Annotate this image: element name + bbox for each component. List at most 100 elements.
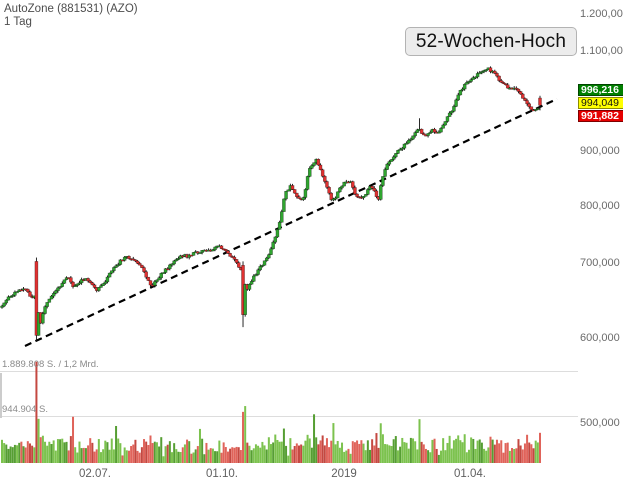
candle-up bbox=[366, 189, 370, 195]
volume-bar bbox=[358, 443, 361, 463]
candle-down bbox=[140, 264, 144, 268]
candle-up bbox=[118, 259, 123, 265]
candle-up bbox=[45, 302, 49, 307]
candle-up bbox=[381, 176, 385, 186]
volume-bar bbox=[119, 443, 122, 463]
volume-bar bbox=[401, 437, 404, 463]
volume-bar bbox=[403, 442, 406, 463]
volume-bar bbox=[216, 451, 219, 463]
volume-bar bbox=[343, 451, 346, 463]
candle-up bbox=[333, 197, 338, 200]
volume-bar bbox=[162, 456, 165, 463]
volume-bar bbox=[5, 444, 8, 463]
candle-up bbox=[213, 246, 217, 251]
volume-bar bbox=[149, 435, 152, 463]
candle-down bbox=[323, 175, 327, 182]
volume-bar bbox=[183, 444, 186, 463]
candle-up bbox=[157, 277, 161, 281]
volume-bar bbox=[272, 442, 275, 463]
candle-down bbox=[499, 80, 504, 83]
candle-up bbox=[54, 290, 58, 294]
volume-bar bbox=[65, 441, 68, 463]
time-axis-tick: 01.04. bbox=[454, 468, 486, 480]
volume-bar bbox=[539, 432, 541, 463]
candle-down bbox=[224, 249, 228, 252]
candle-up bbox=[383, 169, 387, 177]
volume-bar bbox=[72, 416, 75, 464]
volume-bar bbox=[257, 445, 260, 463]
candle-up bbox=[275, 229, 280, 238]
candle-up bbox=[480, 71, 484, 74]
candle-up bbox=[249, 281, 254, 285]
candle-up bbox=[41, 313, 45, 324]
volume-bar bbox=[56, 439, 59, 463]
price-axis-tick: 600,000 bbox=[580, 332, 620, 344]
volume-bar bbox=[504, 443, 507, 463]
volume-bar bbox=[506, 442, 509, 463]
volume-bar bbox=[80, 448, 83, 463]
candle-up bbox=[387, 161, 392, 165]
volume-bar bbox=[530, 444, 533, 463]
candle-up bbox=[338, 187, 342, 193]
volume-bar bbox=[474, 448, 477, 463]
candle-down bbox=[374, 190, 379, 197]
volume-bar bbox=[478, 439, 481, 463]
price-axis-tick: 1.100,000 bbox=[580, 45, 623, 57]
candle-up bbox=[43, 306, 47, 314]
volume-bar bbox=[442, 438, 445, 463]
volume-bar bbox=[330, 440, 333, 463]
candle-up bbox=[447, 112, 452, 117]
candle-down bbox=[131, 258, 136, 261]
candle-down bbox=[19, 289, 24, 292]
volume-bar bbox=[274, 434, 277, 463]
candle-down bbox=[146, 276, 151, 281]
volume-bar bbox=[480, 442, 483, 463]
candle-down bbox=[514, 87, 519, 90]
candle-down bbox=[372, 187, 377, 192]
volume-bar bbox=[295, 443, 298, 463]
candle-up bbox=[60, 283, 65, 287]
candle-up bbox=[36, 312, 41, 336]
volume-bar bbox=[48, 441, 51, 463]
candle-up bbox=[404, 142, 409, 145]
volume-bar bbox=[371, 439, 374, 463]
candle-up bbox=[122, 256, 127, 261]
candle-down bbox=[497, 75, 501, 81]
candle-down bbox=[133, 259, 138, 262]
volume-bar bbox=[194, 449, 197, 463]
volume-bar bbox=[407, 448, 410, 463]
candle-down bbox=[219, 245, 224, 249]
volume-bar bbox=[483, 448, 486, 463]
candle-up bbox=[301, 197, 306, 200]
candle-up bbox=[475, 73, 480, 78]
volume-bar bbox=[461, 442, 464, 463]
candle-up bbox=[273, 236, 278, 243]
volume-bar bbox=[384, 444, 387, 463]
candle-up bbox=[271, 241, 275, 250]
candle-up bbox=[406, 139, 411, 144]
candle-up bbox=[161, 272, 166, 275]
candle-up bbox=[456, 94, 460, 101]
volume-bar bbox=[532, 448, 535, 463]
candle-down bbox=[236, 262, 241, 268]
volume-bar bbox=[455, 438, 458, 463]
volume-bar bbox=[220, 452, 223, 463]
volume-bar bbox=[18, 442, 21, 463]
volume-bar bbox=[229, 448, 232, 463]
volume-bar bbox=[285, 445, 288, 463]
candle-down bbox=[316, 158, 321, 166]
volume-bar bbox=[356, 440, 359, 463]
volume-bar bbox=[319, 440, 322, 463]
volume-bar bbox=[437, 454, 440, 463]
instrument-title: AutoZone (881531) (AZO) bbox=[4, 3, 138, 15]
candle-up bbox=[198, 252, 202, 255]
candle-up bbox=[363, 194, 368, 197]
candle-up bbox=[168, 264, 172, 269]
volume-bar bbox=[127, 450, 130, 463]
candle-up bbox=[340, 185, 344, 189]
volume-bar bbox=[429, 452, 432, 463]
candle-up bbox=[391, 156, 396, 160]
volume-bar bbox=[91, 442, 94, 463]
candle-up bbox=[396, 150, 400, 154]
